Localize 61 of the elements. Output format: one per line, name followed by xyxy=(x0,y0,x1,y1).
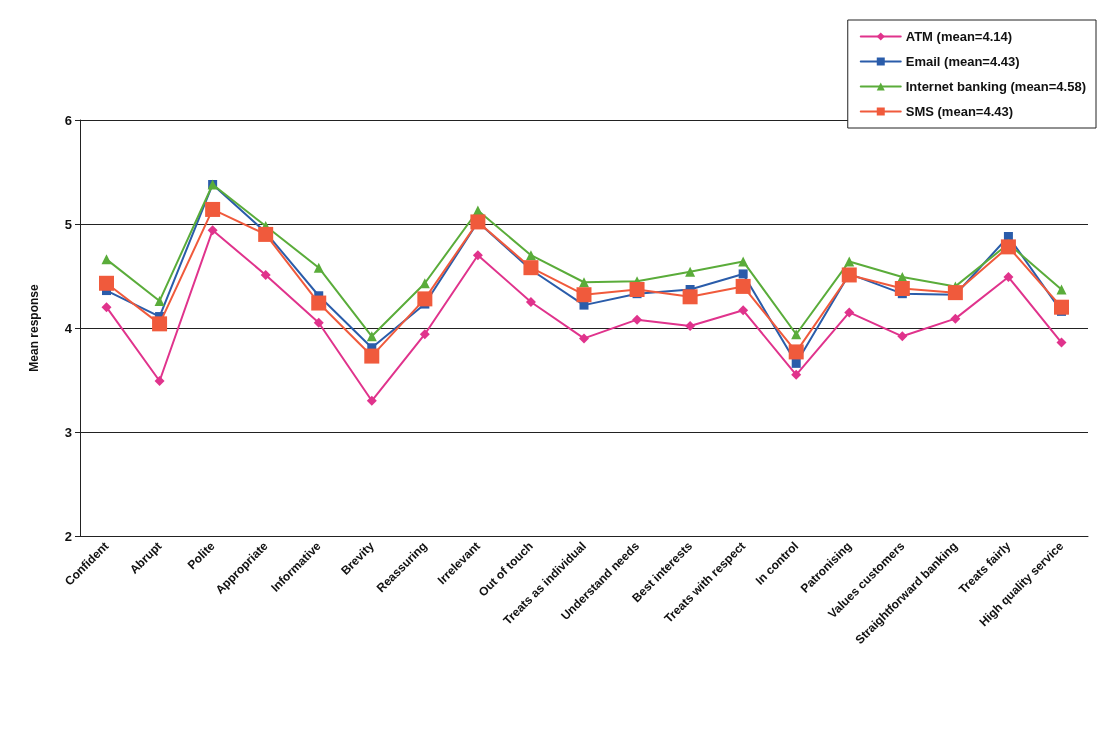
point xyxy=(682,289,698,305)
point xyxy=(101,254,112,265)
point xyxy=(419,329,430,340)
point xyxy=(99,275,115,291)
point xyxy=(1000,239,1016,255)
point xyxy=(844,256,855,267)
point xyxy=(472,250,483,261)
point xyxy=(629,282,645,298)
y-tick-label: 5 xyxy=(64,216,72,232)
point xyxy=(313,317,324,328)
point xyxy=(685,266,696,277)
point xyxy=(364,348,380,364)
point xyxy=(152,316,168,332)
legend-label: Email (mean=4.43) xyxy=(905,54,1020,69)
y-tick-label: 3 xyxy=(64,424,72,440)
point xyxy=(154,376,165,387)
point xyxy=(1053,299,1069,315)
point xyxy=(258,226,274,242)
y-tick-label: 4 xyxy=(64,320,73,336)
point xyxy=(154,295,165,306)
point xyxy=(205,201,221,217)
y-tick-label: 2 xyxy=(64,528,72,544)
point xyxy=(894,280,910,296)
point xyxy=(841,267,857,283)
point xyxy=(260,269,271,280)
point xyxy=(525,297,536,307)
point xyxy=(366,331,377,342)
point xyxy=(579,333,589,344)
point xyxy=(311,295,327,311)
point xyxy=(735,278,751,294)
point xyxy=(1056,284,1067,295)
point xyxy=(523,260,539,276)
point xyxy=(525,250,536,261)
point xyxy=(791,369,802,380)
point xyxy=(1003,272,1014,283)
point xyxy=(576,287,592,303)
point xyxy=(897,331,908,342)
legend-label: Internet banking (mean=4.58) xyxy=(905,79,1087,94)
point xyxy=(791,329,802,340)
point xyxy=(417,291,433,307)
point xyxy=(791,358,801,368)
point xyxy=(738,256,749,267)
point xyxy=(738,269,748,279)
point xyxy=(101,302,112,313)
y-axis-title: Mean response xyxy=(27,284,41,372)
point xyxy=(788,344,804,360)
legend-label: ATM (mean=4.14) xyxy=(905,29,1013,44)
point xyxy=(313,262,324,273)
point xyxy=(738,305,749,316)
point xyxy=(366,395,377,406)
point xyxy=(1056,337,1067,348)
point xyxy=(685,320,696,331)
point xyxy=(419,278,430,289)
point xyxy=(579,277,589,288)
point xyxy=(207,225,218,236)
y-tick-label: 6 xyxy=(64,112,72,128)
point xyxy=(950,313,961,324)
point xyxy=(947,285,963,301)
point xyxy=(632,314,643,325)
point xyxy=(844,307,855,318)
legend-label: SMS (mean=4.43) xyxy=(905,104,1014,119)
